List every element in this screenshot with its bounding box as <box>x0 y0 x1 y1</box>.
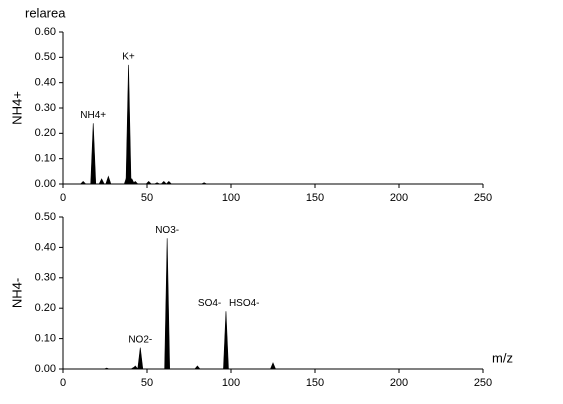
y-tick-label: 0.00 <box>35 178 56 190</box>
peak <box>79 181 87 185</box>
y-tick-label: 0.60 <box>35 26 56 38</box>
y-unit-label: relarea <box>25 5 66 20</box>
y-tick-label: 0.40 <box>35 77 56 89</box>
peak <box>132 365 139 370</box>
peak <box>201 182 207 185</box>
annotation: HSO4- <box>229 298 260 309</box>
x-tick-label: 0 <box>60 377 66 389</box>
y-tick-label: 0.20 <box>35 302 56 314</box>
peak <box>145 181 152 185</box>
peak <box>90 123 97 185</box>
peak <box>131 181 139 185</box>
x-tick-label: 250 <box>474 377 492 389</box>
annotation: NO3- <box>155 225 179 236</box>
x-tick-label: 100 <box>222 192 240 204</box>
peak <box>125 64 132 185</box>
y-tick-label: 0.50 <box>35 211 56 223</box>
x-tick-label: 200 <box>390 377 408 389</box>
x-tick-label: 200 <box>390 192 408 204</box>
peak <box>105 175 112 185</box>
peak <box>98 178 105 185</box>
y-axis-label: NH4- <box>9 278 24 308</box>
y-tick-label: 0.50 <box>35 51 56 63</box>
y-tick-label: 0.40 <box>35 241 56 253</box>
y-tick-label: 0.30 <box>35 272 56 284</box>
peak <box>128 178 135 185</box>
peak <box>194 365 201 370</box>
peak <box>164 238 170 370</box>
y-tick-label: 0.30 <box>35 102 56 114</box>
annotation: NO2- <box>128 334 152 345</box>
peak <box>165 181 173 185</box>
y-tick-label: 0.00 <box>35 363 56 375</box>
annotation: K+ <box>122 52 135 63</box>
annotation: NH4+ <box>80 110 106 121</box>
x-tick-label: 150 <box>306 377 324 389</box>
y-axis-label: NH4+ <box>9 91 24 125</box>
x-tick-label: 250 <box>474 192 492 204</box>
x-tick-label: 50 <box>141 377 153 389</box>
peak <box>270 362 276 370</box>
x-tick-label: 50 <box>141 192 153 204</box>
annotation: SO4- <box>198 298 221 309</box>
peak <box>223 311 229 370</box>
peak <box>160 181 168 185</box>
peak <box>104 367 110 370</box>
y-tick-label: 0.20 <box>35 127 56 139</box>
x-axis-label: m/z <box>492 350 513 365</box>
peak <box>154 182 160 185</box>
x-tick-label: 0 <box>60 192 66 204</box>
y-tick-label: 0.10 <box>35 153 56 165</box>
x-tick-label: 150 <box>306 192 324 204</box>
x-tick-label: 100 <box>222 377 240 389</box>
y-tick-label: 0.10 <box>35 333 56 345</box>
peak <box>137 347 144 370</box>
